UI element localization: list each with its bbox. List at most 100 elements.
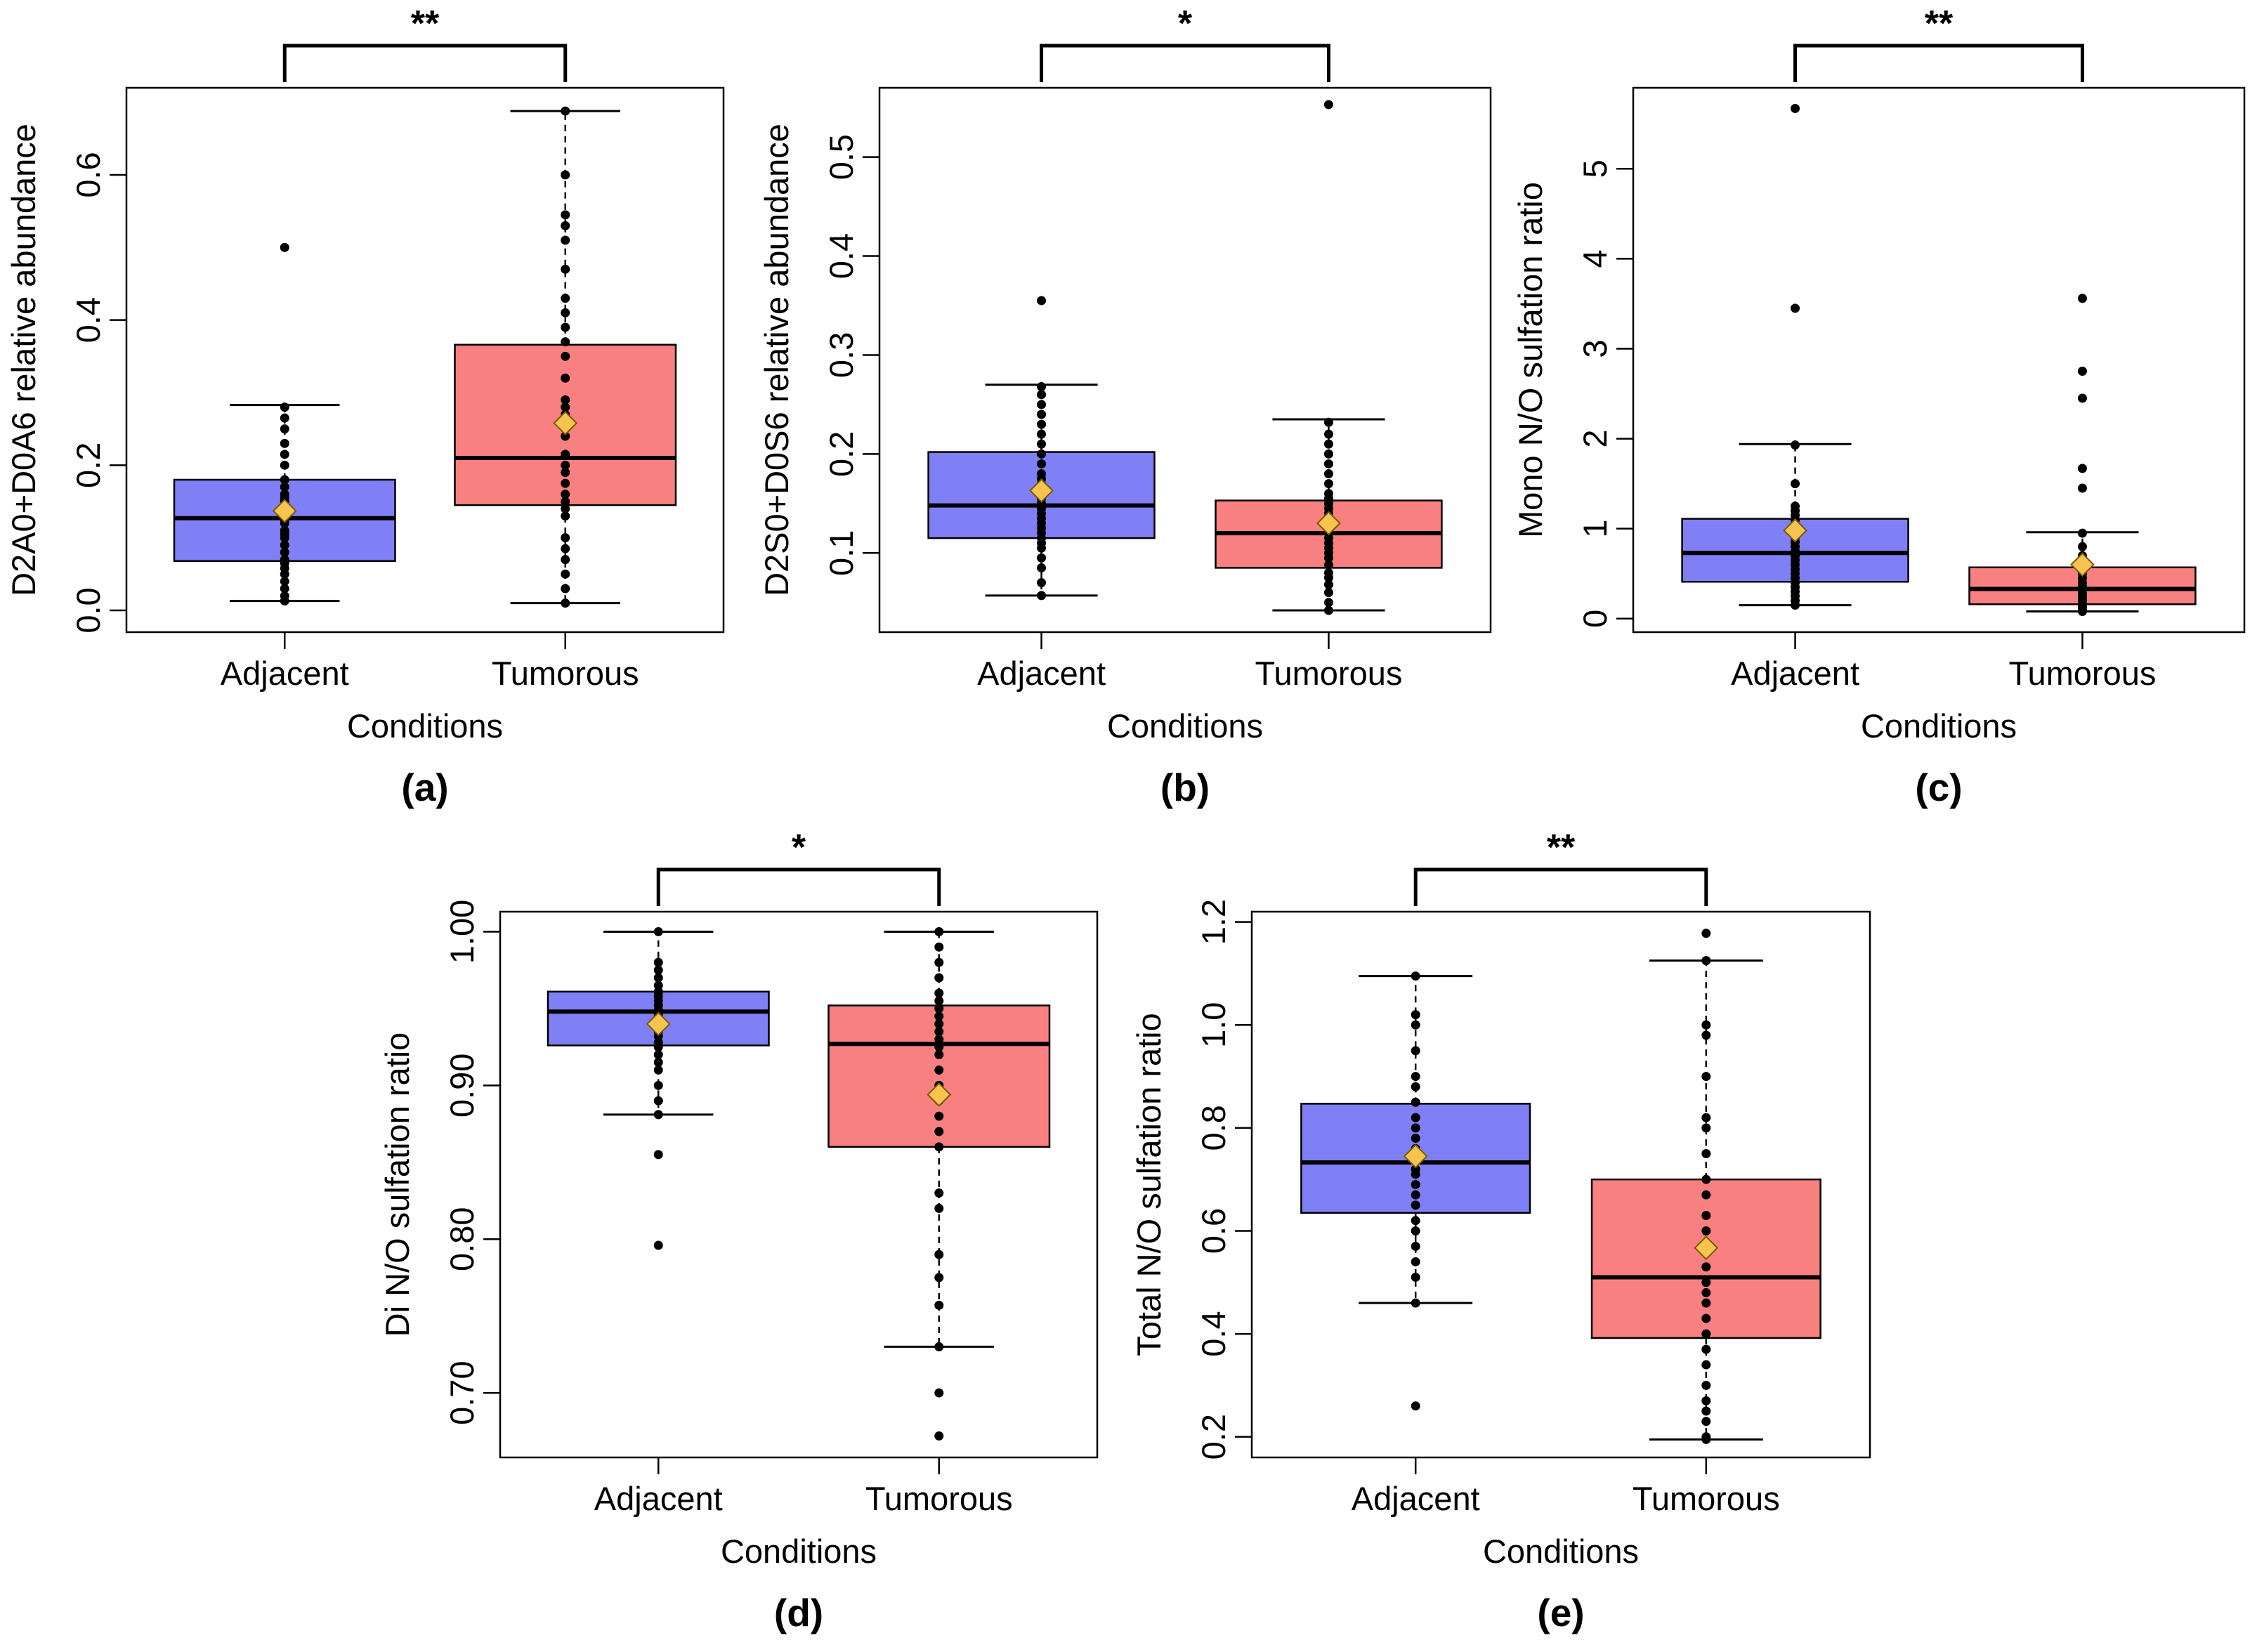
data-point xyxy=(1701,1417,1711,1427)
data-point xyxy=(280,555,289,565)
data-point xyxy=(1411,1010,1420,1020)
y-tick-label: 1.00 xyxy=(443,900,480,964)
plot-frame xyxy=(1632,86,2246,634)
significance-bracket xyxy=(1040,44,1330,82)
data-point xyxy=(1701,1262,1711,1272)
box-adjacent xyxy=(547,926,770,1250)
data-point xyxy=(1411,1097,1420,1107)
data-point xyxy=(934,1188,944,1198)
data-point xyxy=(1701,1190,1711,1200)
data-point xyxy=(561,460,570,470)
data-point xyxy=(1411,1272,1420,1282)
significance-label: ** xyxy=(1547,827,1576,868)
data-point xyxy=(934,942,944,952)
x-tick-label-adjacent: Adjacent xyxy=(1731,655,1859,692)
y-tick-label: 0 xyxy=(1576,610,1614,628)
data-point xyxy=(1701,1123,1711,1133)
panel-label: (a) xyxy=(401,766,448,809)
panel-label: (d) xyxy=(774,1591,823,1634)
data-point xyxy=(1791,501,1800,511)
mean-marker xyxy=(646,1011,671,1037)
data-point xyxy=(1701,1278,1711,1287)
data-point xyxy=(1701,1020,1711,1030)
data-point xyxy=(1037,439,1047,449)
significance-label: ** xyxy=(1925,4,1954,44)
data-point xyxy=(1411,1072,1420,1082)
data-point xyxy=(1411,1082,1420,1092)
data-point xyxy=(1323,100,1333,110)
data-point xyxy=(653,957,663,967)
y-axis-title: Di N/O sulfation ratio xyxy=(379,1032,416,1337)
data-point xyxy=(934,1042,944,1052)
data-point xyxy=(934,996,944,1006)
data-point xyxy=(2077,542,2087,551)
data-point xyxy=(1701,1313,1711,1323)
x-tick-label-adjacent: Adjacent xyxy=(221,655,349,692)
x-tick-label-adjacent: Adjacent xyxy=(594,1480,723,1517)
y-tick-label: 0.2 xyxy=(1195,1414,1232,1460)
data-point xyxy=(934,1050,944,1060)
data-point xyxy=(1037,459,1047,468)
data-point xyxy=(561,210,570,220)
data-point xyxy=(1037,409,1047,419)
data-point xyxy=(1037,400,1047,409)
data-point xyxy=(1701,1149,1711,1159)
data-point xyxy=(561,431,570,441)
box-tumorous xyxy=(827,926,1051,1441)
plot-frame xyxy=(125,86,725,634)
x-axis-title: Conditions xyxy=(721,1533,877,1570)
data-point xyxy=(1411,1200,1420,1210)
y-tick-label: 0.6 xyxy=(1195,1208,1232,1254)
data-point xyxy=(1411,971,1420,981)
data-point xyxy=(1323,429,1333,439)
y-tick-label: 0.8 xyxy=(1195,1105,1232,1150)
data-point xyxy=(1323,568,1333,577)
data-point xyxy=(1791,303,1800,313)
data-point xyxy=(1701,1432,1711,1442)
data-point xyxy=(561,351,570,361)
data-point xyxy=(561,235,570,245)
data-point xyxy=(934,1388,944,1398)
data-point xyxy=(280,475,289,485)
data-point xyxy=(653,1150,663,1160)
mean-marker xyxy=(1316,511,1341,536)
data-point xyxy=(1323,579,1333,589)
data-point xyxy=(1037,578,1047,588)
data-point xyxy=(1701,1226,1711,1235)
y-axis-title: D2S0+D0S6 relative abundance xyxy=(758,124,795,596)
data-point xyxy=(2077,528,2087,538)
data-point xyxy=(1701,1406,1711,1416)
data-point xyxy=(561,468,570,478)
data-point xyxy=(653,1096,663,1106)
data-point xyxy=(561,450,570,459)
box-tumorous xyxy=(1968,294,2197,617)
y-tick-label: 0.4 xyxy=(1195,1311,1232,1356)
x-tick-label-adjacent: Adjacent xyxy=(977,655,1106,692)
data-point xyxy=(1701,956,1711,966)
panel-label: (b) xyxy=(1160,766,1210,809)
panel-b: 0.1 0.2 0.3 0.4 0.5 Adjacent Tumorous Condition… xyxy=(758,4,1492,809)
y-tick-label: 0.3 xyxy=(823,332,860,378)
y-tick-label: 1.2 xyxy=(1195,899,1232,945)
data-point xyxy=(1701,1113,1711,1122)
data-point xyxy=(1791,479,1800,489)
data-point xyxy=(1037,563,1047,572)
plot-frame xyxy=(499,910,1099,1459)
data-point xyxy=(934,1065,944,1075)
data-point xyxy=(1791,440,1800,450)
data-point xyxy=(934,1431,944,1441)
data-point xyxy=(1323,479,1333,489)
data-point xyxy=(934,1142,944,1152)
significance-label: * xyxy=(792,827,806,868)
data-point xyxy=(280,591,289,601)
y-tick-label: 0.4 xyxy=(823,233,860,279)
data-point xyxy=(561,504,570,513)
significance-label: ** xyxy=(411,4,440,44)
data-point xyxy=(1037,296,1047,306)
box-tumorous xyxy=(454,106,677,608)
data-point xyxy=(1411,1226,1420,1235)
data-point xyxy=(1037,449,1047,459)
panel-label: (e) xyxy=(1537,1591,1584,1634)
data-point xyxy=(1701,1287,1711,1297)
data-point xyxy=(1037,390,1047,400)
